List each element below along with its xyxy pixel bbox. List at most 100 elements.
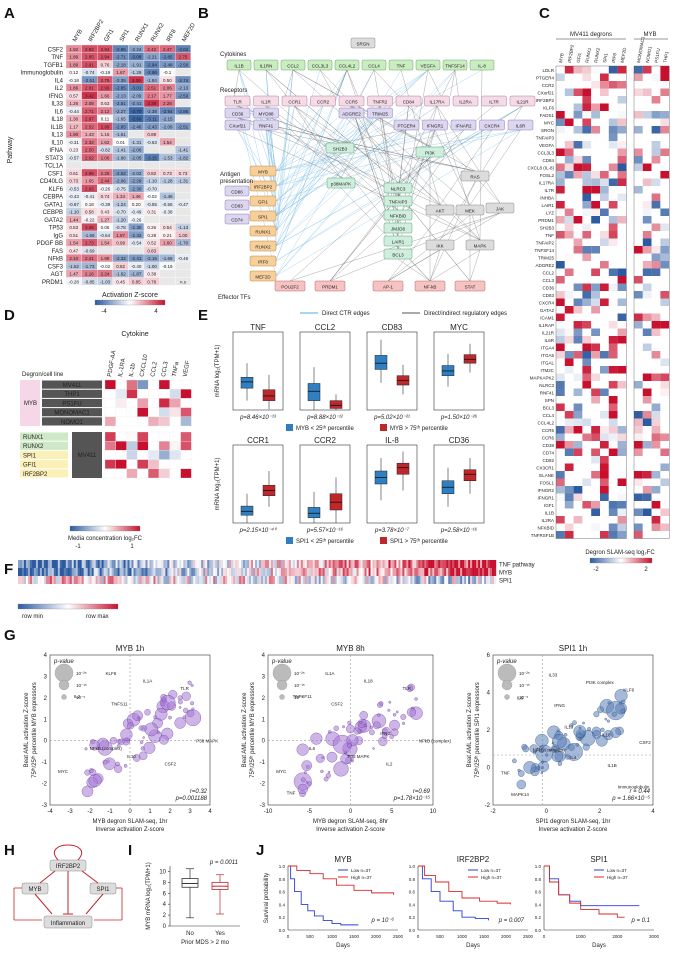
e-plot-title: CD83	[382, 323, 403, 332]
c-cell	[608, 253, 618, 261]
c-cell	[556, 411, 565, 419]
c-cell	[573, 298, 583, 306]
a-cell-value: -0.54	[131, 241, 142, 246]
a-cell-value: 0.73	[163, 171, 172, 176]
a-cell-value: 2.17	[147, 93, 156, 98]
a-cell-value: -3.04	[178, 47, 189, 52]
g-point	[614, 689, 628, 703]
c-cell	[634, 253, 643, 261]
f-cell	[300, 560, 304, 568]
c-col-label: GFI1	[576, 52, 583, 63]
f-cell	[280, 576, 284, 584]
c-cell	[582, 246, 592, 254]
g-ylabel: 75ᵗʰ/25ᵗʰ percentile SPI1 expressors	[474, 682, 481, 778]
c-cell	[564, 111, 574, 119]
node-receptor	[338, 107, 365, 119]
f-cell	[119, 576, 122, 584]
f-cell	[85, 568, 88, 576]
g-point	[325, 773, 331, 779]
c-cell	[642, 216, 652, 224]
c-cell	[634, 441, 643, 449]
d-cell	[137, 431, 149, 442]
c-cell	[651, 366, 661, 374]
a-cell-value: -3.01	[131, 86, 142, 91]
f-cell	[211, 560, 214, 568]
node-receptor-label: TLR	[233, 99, 242, 104]
f-cell	[454, 568, 457, 576]
d-cell	[126, 398, 138, 408]
d-cell	[169, 389, 181, 399]
f-cell	[434, 568, 437, 576]
c-cell	[651, 216, 661, 224]
f-cell	[366, 560, 369, 568]
j-plot-title: IRF2BP2	[457, 855, 490, 864]
f-cell	[408, 560, 411, 568]
c-cell	[591, 81, 600, 89]
a-cell	[159, 130, 176, 139]
f-cell	[480, 568, 483, 576]
f-cell	[103, 560, 106, 568]
c-cell	[651, 448, 661, 456]
c-cell	[564, 531, 574, 539]
c-cell	[600, 306, 609, 314]
c-cell	[564, 81, 574, 89]
f-cell	[464, 560, 467, 568]
c-cell	[642, 321, 652, 329]
c-cell	[617, 81, 627, 89]
c-cell	[608, 411, 618, 419]
f-cell	[181, 560, 184, 568]
d-degron-chip	[20, 460, 68, 469]
j-ytick: 0.6	[535, 890, 542, 895]
f-cell	[464, 568, 467, 576]
g-point-label: P38 MAPK	[196, 738, 218, 743]
f-cell	[141, 560, 144, 568]
f-cell	[262, 568, 266, 576]
g-pvalue-title: p-value	[53, 659, 74, 665]
c-cell	[651, 478, 661, 486]
c-cell	[564, 201, 574, 209]
a-cell-value: -1.24	[115, 202, 126, 207]
panel-d-cytokines: Cytokine Degron/cell line PDGF-AA IL-1RA I…	[20, 331, 192, 550]
f-cell	[318, 568, 321, 576]
f-cell	[39, 568, 43, 576]
g-ytick: -2	[42, 782, 48, 788]
c-cell	[617, 351, 627, 359]
c-cell	[651, 358, 661, 366]
f-cell	[251, 568, 254, 576]
c-cell	[582, 351, 592, 359]
c-cell	[634, 351, 643, 359]
f-cell	[302, 568, 305, 576]
f-cell	[296, 568, 300, 576]
node-receptor-label: IFNGR1	[427, 123, 444, 128]
a-cell-value: 0.51	[69, 233, 78, 238]
f-cell	[205, 576, 208, 584]
d-line-label: NOMO1	[61, 420, 84, 426]
node-receptor-label: IL21R	[516, 99, 529, 104]
e-ylabel: mRNA log₂(TPM+1)	[215, 345, 221, 398]
d-cell	[104, 416, 116, 427]
f-cell	[245, 568, 248, 576]
c-cell	[634, 531, 643, 539]
e-plot-frame	[366, 444, 418, 524]
a-cell-value: 0.21	[163, 233, 172, 238]
f-cell	[247, 576, 250, 584]
c-cell	[556, 291, 565, 299]
f-cell	[163, 560, 166, 568]
a-row-label: CD40LG	[40, 179, 64, 185]
c-cell	[617, 156, 627, 164]
c-cell	[600, 118, 609, 126]
f-cell	[221, 560, 224, 568]
c-cell	[651, 441, 661, 449]
a-cell-value: -2.58	[178, 62, 189, 67]
f-cell	[438, 568, 441, 576]
f-cell	[264, 560, 268, 568]
g-point	[89, 768, 97, 776]
f-cell	[37, 568, 41, 576]
a-cell-value: -1.41	[178, 148, 189, 153]
f-cell	[452, 576, 455, 584]
f-cell	[294, 576, 298, 584]
d-line-chip	[42, 408, 102, 417]
a-cell-value: -0.19	[100, 70, 111, 75]
g-point	[142, 736, 145, 739]
f-cell	[466, 568, 469, 576]
